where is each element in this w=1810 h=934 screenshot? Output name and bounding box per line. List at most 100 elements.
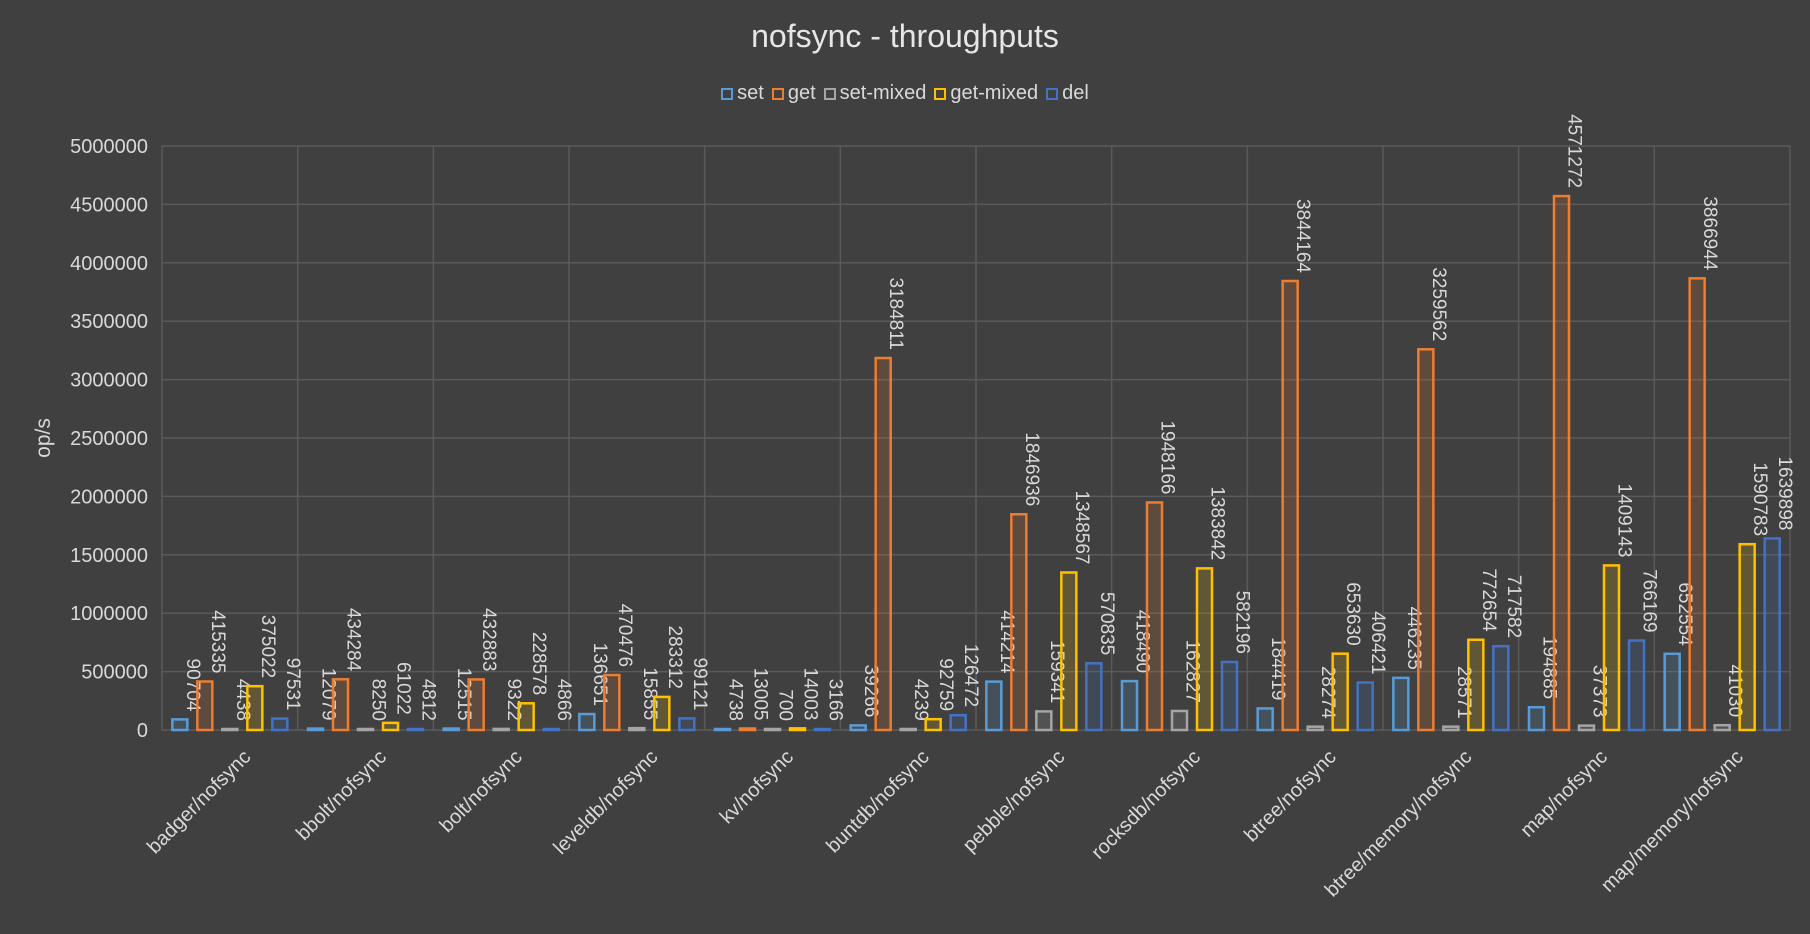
bar-set-mixed	[628, 726, 646, 732]
bar-set-mixed	[899, 727, 917, 732]
bar-set	[171, 718, 189, 732]
bar-set-mixed	[221, 727, 239, 732]
x-category-label: map/memory/nofsync	[1597, 746, 1748, 897]
bar-set	[1392, 676, 1410, 732]
data-label: 375022	[257, 615, 278, 678]
bar-del	[678, 717, 696, 732]
bar-get-mixed	[1195, 567, 1214, 732]
x-category-label: pebble/nofsync	[959, 746, 1070, 857]
bar-get	[603, 673, 621, 732]
data-label: 3166	[825, 679, 846, 721]
legend-swatch	[771, 87, 784, 100]
data-label: 97531	[282, 658, 303, 711]
data-label: 92759	[935, 658, 956, 711]
chart-title: nofsync - throughputs	[751, 18, 1059, 54]
x-category-label: map/nofsync	[1516, 746, 1612, 842]
bar-get	[1417, 348, 1435, 732]
data-label: 717582	[1503, 575, 1524, 638]
y-tick-label: 3000000	[70, 370, 148, 392]
y-tick-label: 0	[137, 720, 148, 742]
x-category-label: badger/nofsync	[143, 746, 255, 858]
data-label: 1846936	[1021, 432, 1042, 506]
bar-set-mixed	[1577, 724, 1596, 732]
x-category-label: bbolt/nofsync	[292, 746, 391, 845]
bar-get-mixed	[246, 684, 264, 732]
bar-del	[1763, 537, 1781, 732]
data-label: 470476	[614, 604, 635, 667]
bar-set	[306, 727, 325, 732]
y-tick-label: 1500000	[70, 545, 148, 567]
legend-item-del: del	[1046, 82, 1089, 105]
bar-get-mixed	[517, 702, 535, 732]
legend-swatch	[721, 87, 734, 100]
x-category-label: btree/nofsync	[1240, 746, 1340, 846]
bar-get	[874, 356, 892, 732]
bar-get	[1552, 194, 1571, 732]
data-label: 126472	[960, 644, 981, 707]
legend-label: get-mixed	[950, 82, 1039, 104]
y-tick-label: 1000000	[70, 603, 148, 625]
bar-set	[1663, 652, 1681, 732]
bar-del	[813, 727, 832, 732]
legend-swatch	[934, 87, 947, 100]
legend-swatch	[1046, 87, 1059, 100]
legend-item-get-mixed: get-mixed	[934, 82, 1038, 105]
bar-del	[406, 727, 425, 732]
bar-get	[1281, 279, 1299, 732]
data-label: 14003	[800, 668, 821, 721]
data-label: 4866	[553, 679, 574, 721]
data-label: 406421	[1367, 611, 1388, 674]
bar-set	[442, 727, 460, 732]
data-label: 13005	[750, 668, 771, 721]
data-label: 1590783	[1749, 462, 1770, 536]
bar-set	[1120, 679, 1139, 732]
bar-get	[196, 680, 214, 732]
data-label: 766169	[1639, 569, 1660, 632]
x-category-label: leveldb/nofsync	[549, 746, 662, 859]
bar-del	[1356, 681, 1374, 732]
bar-set	[849, 724, 867, 732]
legend-item-get: get	[771, 82, 816, 105]
data-label: 3866944	[1699, 196, 1720, 270]
data-label: 582196	[1232, 591, 1253, 654]
bar-get-mixed	[924, 717, 942, 732]
data-label: 4812	[418, 679, 439, 721]
bar-set-mixed	[1306, 725, 1324, 732]
y-tick-label: 4000000	[70, 253, 148, 275]
bar-get-mixed	[1738, 542, 1756, 732]
legend-item-set-mixed: set-mixed	[823, 82, 927, 105]
y-tick-label: 2500000	[70, 428, 148, 450]
bar-set-mixed	[1713, 723, 1731, 732]
data-label: 1639898	[1774, 456, 1795, 530]
data-label: 3844164	[1292, 199, 1313, 273]
bar-set-mixed	[1170, 709, 1189, 732]
x-category-label: kv/nofsync	[716, 746, 798, 828]
bar-get	[331, 678, 350, 732]
y-tick-label: 500000	[81, 662, 148, 684]
data-label: 1948166	[1157, 420, 1178, 494]
bar-del	[949, 713, 967, 732]
bar-set-mixed	[1035, 710, 1053, 732]
bar-get-mixed	[1060, 571, 1078, 732]
data-label: 700	[775, 689, 796, 721]
x-category-label: rocksdb/nofsync	[1087, 746, 1205, 864]
legend-label: set	[737, 82, 764, 104]
y-tick-label: 4500000	[70, 194, 148, 216]
bar-del	[1492, 644, 1510, 732]
data-label: 1348567	[1071, 491, 1092, 565]
data-label: 4738	[725, 679, 746, 721]
bar-set	[713, 727, 732, 732]
bar-set	[985, 680, 1003, 732]
data-label: 432883	[478, 608, 499, 671]
bar-set	[1527, 705, 1546, 732]
y-tick-label: 2000000	[70, 486, 148, 508]
legend-swatch	[823, 87, 836, 100]
bar-get	[467, 678, 485, 732]
data-label: 1409143	[1614, 483, 1635, 557]
legend-label: set-mixed	[839, 82, 927, 104]
legend-label: del	[1062, 82, 1089, 104]
bar-set-mixed	[492, 727, 510, 732]
bar-get-mixed	[381, 721, 400, 732]
